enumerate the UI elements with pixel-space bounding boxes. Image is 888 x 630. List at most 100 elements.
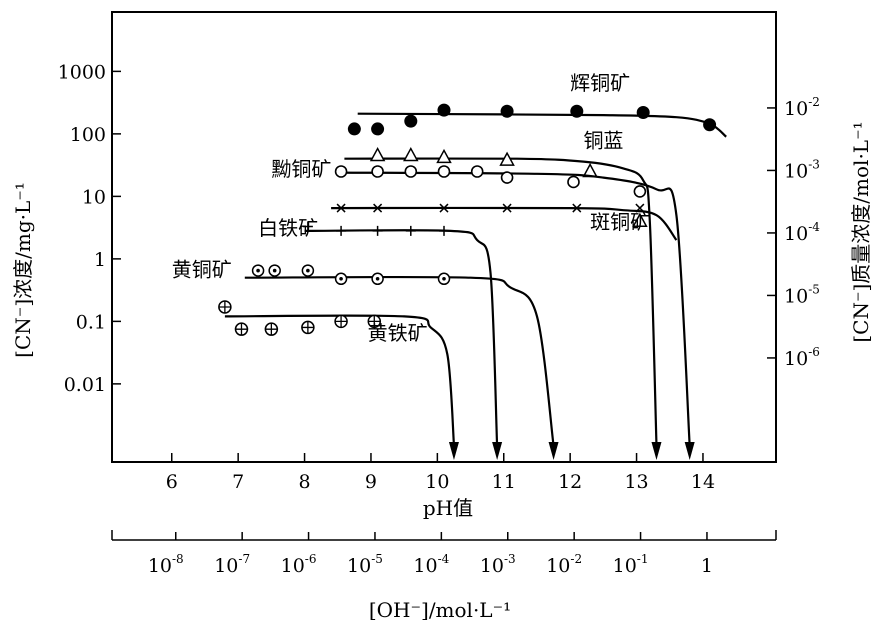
series-curve bbox=[244, 275, 555, 447]
x-tick-label: 7 bbox=[232, 471, 244, 493]
series-2 bbox=[344, 146, 662, 460]
arrow-head bbox=[548, 442, 559, 460]
data-point bbox=[264, 322, 279, 336]
data-point bbox=[302, 221, 313, 232]
series-group bbox=[218, 103, 727, 460]
y2-tick-label: 10-2 bbox=[784, 95, 820, 120]
y2-tick-label: 10-6 bbox=[784, 345, 820, 370]
data-point bbox=[371, 272, 384, 286]
right-axis-ticks: 10-2 10-3 10-4 10-5 10-6 bbox=[767, 95, 820, 370]
y-tick-label: 1 bbox=[94, 249, 106, 271]
x-tick-label: 6 bbox=[166, 471, 178, 493]
plot-frame bbox=[111, 11, 777, 463]
oh-tick-label: 10-6 bbox=[281, 552, 317, 577]
data-point bbox=[500, 171, 514, 184]
data-point bbox=[632, 212, 648, 227]
data-point bbox=[404, 114, 418, 128]
data-point bbox=[403, 146, 419, 162]
y2-tick-label: 10-4 bbox=[784, 220, 820, 245]
oh-tick-label: 10-8 bbox=[148, 552, 184, 577]
y2-tick-label: 10-3 bbox=[784, 157, 820, 182]
arrow-head bbox=[448, 442, 459, 460]
series-label: 黄铜矿 bbox=[172, 258, 232, 282]
series-6 bbox=[244, 264, 559, 460]
data-point bbox=[470, 165, 484, 178]
oh-axis: 10-8 10-7 10-6 10-5 10-4 10-3 10-2 10-1 1 bbox=[111, 530, 777, 577]
data-point bbox=[572, 203, 582, 213]
y-tick-label: 0.1 bbox=[76, 311, 106, 333]
data-point bbox=[636, 105, 650, 119]
series-3 bbox=[334, 165, 695, 460]
data-point bbox=[369, 146, 386, 162]
data-point bbox=[347, 122, 361, 136]
data-point bbox=[334, 165, 348, 178]
data-point bbox=[301, 320, 315, 335]
data-point bbox=[437, 165, 451, 178]
arrow-head bbox=[492, 442, 503, 460]
data-point bbox=[500, 104, 514, 118]
data-point bbox=[371, 165, 384, 178]
y-tick-label: 100 bbox=[70, 124, 106, 146]
x-tick-label: 11 bbox=[492, 471, 516, 493]
series-4 bbox=[331, 203, 678, 241]
data-point bbox=[218, 300, 232, 314]
data-point bbox=[373, 203, 383, 213]
series-curve bbox=[224, 314, 456, 447]
left-axis-ticks: 1000 100 10 1 0.1 0.01 bbox=[58, 61, 121, 396]
x-tick-label: 13 bbox=[624, 471, 648, 493]
data-point bbox=[334, 272, 348, 286]
data-point bbox=[439, 225, 449, 236]
data-point bbox=[336, 225, 347, 236]
data-point bbox=[439, 203, 449, 213]
arrow-head bbox=[684, 442, 695, 460]
oh-axis-label: [OH⁻]/mol·L⁻¹ bbox=[369, 598, 511, 622]
oh-tick-label: 10-1 bbox=[613, 552, 649, 577]
y-tick-label: 10 bbox=[82, 186, 106, 208]
data-point bbox=[371, 122, 385, 136]
series-label: 斑铜矿 bbox=[590, 210, 650, 234]
data-point bbox=[436, 148, 452, 164]
left-axis-label: [CN⁻]浓度/mg·L⁻¹ bbox=[11, 182, 35, 358]
data-point bbox=[251, 264, 265, 277]
oh-tick-label: 10-2 bbox=[546, 552, 582, 577]
series-5 bbox=[302, 221, 503, 460]
data-point bbox=[635, 203, 645, 213]
right-axis-label: [CN⁻]质量浓度/mol·L⁻¹ bbox=[849, 121, 873, 342]
y2-tick-label: 10-5 bbox=[784, 282, 820, 307]
series-1 bbox=[347, 103, 727, 138]
x-tick-label: 9 bbox=[365, 471, 377, 493]
oh-tick-label: 10-3 bbox=[480, 552, 516, 577]
data-point bbox=[372, 225, 383, 236]
x-tick-label: 14 bbox=[691, 471, 715, 493]
series-label: 铜蓝 bbox=[583, 129, 623, 153]
data-point bbox=[570, 104, 584, 118]
data-point bbox=[336, 203, 346, 213]
data-point bbox=[234, 322, 249, 336]
x-axis-label: pH值 bbox=[423, 496, 473, 520]
data-point bbox=[404, 165, 418, 178]
y-tick-label: 1000 bbox=[58, 61, 106, 83]
series-curve bbox=[344, 157, 658, 447]
data-point bbox=[633, 185, 647, 198]
series-curve bbox=[331, 206, 678, 241]
oh-tick-label: 10-4 bbox=[413, 552, 449, 577]
arrow-head bbox=[651, 442, 662, 460]
series-label: 黝铜矿 bbox=[271, 157, 331, 181]
x-tick-label: 8 bbox=[299, 471, 311, 493]
x-tick-label: 12 bbox=[558, 471, 582, 493]
oh-tick-label: 1 bbox=[701, 555, 713, 577]
x-tick-label: 10 bbox=[425, 471, 449, 493]
data-point bbox=[499, 151, 515, 166]
data-point bbox=[301, 264, 315, 277]
data-point bbox=[334, 314, 348, 329]
y-tick-label: 0.01 bbox=[64, 374, 106, 396]
series-label: 辉铜矿 bbox=[570, 71, 630, 95]
x-axis-ticks: 6 7 8 9 10 11 12 13 14 bbox=[166, 453, 715, 493]
data-point bbox=[405, 225, 416, 236]
data-point bbox=[502, 203, 512, 213]
oh-tick-label: 10-7 bbox=[214, 552, 250, 577]
data-point bbox=[567, 175, 580, 189]
data-point bbox=[437, 103, 451, 117]
data-point bbox=[367, 314, 382, 329]
